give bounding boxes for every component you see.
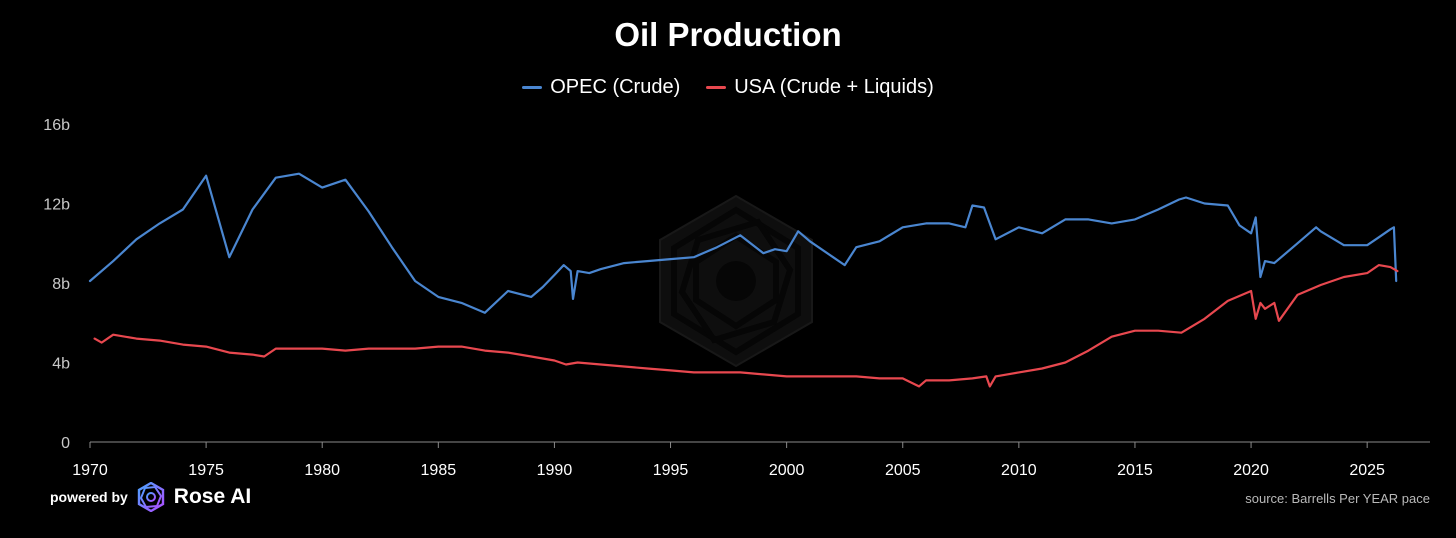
- series-line-usa: [93, 264, 1399, 388]
- y-tick-label: 12b: [43, 197, 70, 214]
- chart-legend: OPEC (Crude) USA (Crude + Liquids): [0, 76, 1456, 99]
- legend-item-opec[interactable]: OPEC (Crude): [522, 76, 680, 99]
- x-tick-label: 1985: [421, 462, 457, 479]
- series-line-opec: [88, 172, 1398, 314]
- x-tick-label: 1995: [653, 462, 689, 479]
- legend-label-opec: OPEC (Crude): [550, 76, 681, 98]
- series-group: [88, 172, 1399, 388]
- x-tick-label: 2020: [1233, 462, 1269, 479]
- chart-title: Oil Production: [614, 16, 842, 53]
- x-tick-label: 2025: [1349, 462, 1385, 479]
- y-tick-label: 4b: [52, 356, 70, 373]
- x-tick-label: 1975: [188, 462, 224, 479]
- legend-swatch-opec: [522, 86, 543, 89]
- powered-by-badge[interactable]: powered by Rose AI: [50, 482, 251, 512]
- source-note: source: Barrells Per YEAR pace: [1245, 491, 1430, 506]
- brand-name: Rose AI: [173, 485, 252, 508]
- x-tick-label: 2015: [1117, 462, 1153, 479]
- watermark-logo-icon: [659, 194, 813, 368]
- x-tick-label: 2010: [1001, 462, 1037, 479]
- legend-item-usa[interactable]: USA (Crude + Liquids): [706, 76, 934, 99]
- rose-ai-logo-icon: [137, 482, 164, 512]
- y-tick-label: 8b: [52, 276, 70, 293]
- x-tick-label: 1980: [304, 462, 340, 479]
- legend-label-usa: USA (Crude + Liquids): [734, 76, 934, 98]
- y-tick-label: 0: [61, 435, 70, 452]
- powered-by-label: powered by: [50, 489, 128, 505]
- x-tick-label: 2000: [769, 462, 805, 479]
- y-tick-label: 16b: [43, 117, 70, 134]
- x-tick-label: 1990: [537, 462, 573, 479]
- x-tick-label: 2005: [885, 462, 921, 479]
- legend-swatch-usa: [706, 86, 727, 89]
- axes-group: 0 4b 8b 12b 16b 1970 1975 1980 1985 1990 1995 2000 2…: [43, 117, 1430, 479]
- x-tick-label: 1970: [72, 462, 108, 479]
